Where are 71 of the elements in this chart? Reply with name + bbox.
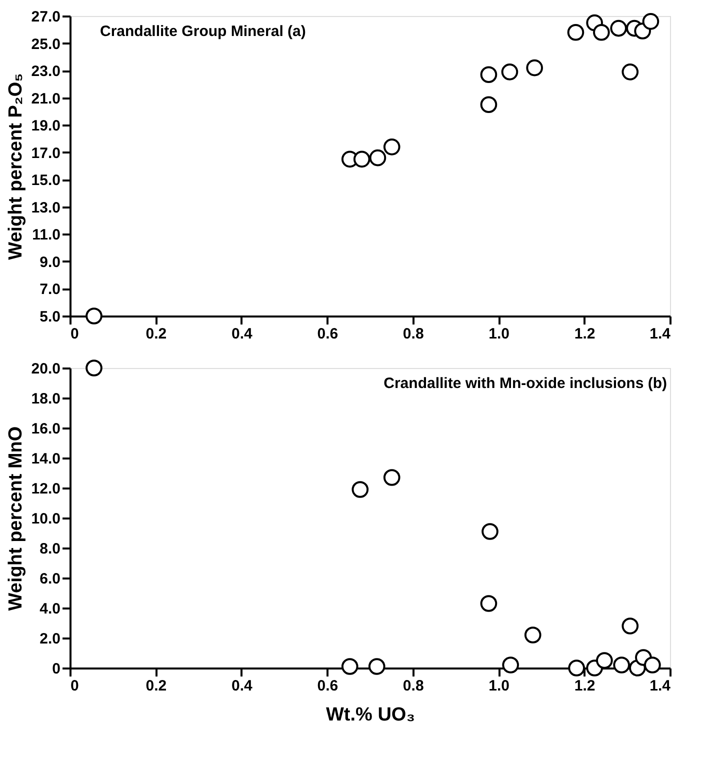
point	[622, 64, 639, 80]
y-tick-label: 12.0	[31, 480, 60, 498]
point	[642, 13, 660, 30]
point	[526, 59, 543, 76]
y-tick-label: 27.0	[31, 8, 60, 26]
chart-title: Crandallite with Mn-oxide inclusions (b)	[384, 375, 667, 392]
point	[501, 64, 518, 80]
y-tick-label: 6.0	[40, 570, 60, 588]
x-axis-title: Wt.% UO₃	[326, 704, 415, 726]
x-tick-label: 1.2	[574, 678, 596, 694]
point	[480, 595, 498, 612]
y-axis-title: Weight percent P₂O₅	[5, 73, 26, 260]
point	[353, 150, 370, 168]
x-tick-label: 0.8	[402, 678, 424, 694]
point	[368, 658, 386, 675]
point	[369, 149, 386, 166]
y-tick-label: 4.0	[40, 600, 60, 618]
x-tick-label: 0.6	[317, 326, 338, 342]
y-tick-label: 23.0	[31, 63, 60, 80]
x-tick-label: 0.4	[232, 326, 254, 342]
point	[383, 469, 400, 486]
y-tick-label: 9.0	[40, 254, 60, 271]
y-axis-title: Weight percent MnO	[5, 426, 26, 611]
y-tick-label: 11.0	[32, 226, 60, 244]
point	[341, 658, 358, 675]
y-tick-label: 14.0	[31, 450, 60, 468]
y-tick-label: 7.0	[40, 281, 60, 298]
point	[613, 656, 630, 674]
y-tick-label: 0	[52, 660, 60, 678]
x-tick-label: 0.2	[146, 326, 167, 342]
x-tick-label: 1.0	[488, 678, 510, 694]
point	[596, 652, 613, 669]
y-tick-label: 19.0	[31, 118, 60, 135]
x-tick-label: 1.4	[650, 326, 672, 342]
y-tick-label: 2.0	[40, 630, 60, 648]
point	[644, 656, 661, 674]
y-tick-label: 18.0	[31, 390, 60, 408]
x-tick-label: 1.0	[488, 326, 510, 342]
point	[352, 481, 369, 498]
y-tick-label: 21.0	[31, 90, 60, 108]
y-tick-label: 17.0	[31, 144, 60, 162]
point	[480, 66, 498, 84]
y-tick-label: 10.0	[31, 510, 60, 528]
point	[568, 660, 585, 676]
point	[610, 20, 627, 37]
point	[480, 96, 498, 114]
y-tick-label: 13.0	[31, 199, 60, 216]
x-tick-label: 0	[70, 678, 79, 694]
point	[524, 626, 542, 644]
x-tick-label: 0.8	[402, 326, 424, 342]
x-tick-label: 0.4	[232, 678, 254, 694]
chart-title: Crandallite Group Mineral (a)	[100, 23, 306, 40]
point	[86, 360, 102, 376]
x-tick-label: 0.2	[146, 678, 167, 694]
y-tick-label: 5.0	[40, 308, 60, 326]
x-tick-label: 1.2	[574, 326, 596, 342]
point	[593, 24, 610, 41]
x-tick-label: 0.6	[317, 678, 338, 694]
point	[482, 523, 498, 540]
point	[86, 308, 102, 324]
y-tick-label: 20.0	[31, 360, 60, 378]
point	[567, 24, 584, 41]
y-tick-label: 25.0	[31, 36, 60, 53]
y-tick-label: 8.0	[40, 540, 60, 558]
point	[502, 656, 519, 674]
y-tick-label: 15.0	[31, 172, 60, 190]
point	[383, 138, 400, 156]
point	[622, 618, 639, 634]
y-tick-label: 16.0	[31, 420, 60, 438]
x-tick-label: 1.4	[650, 678, 672, 694]
x-tick-label: 0	[70, 326, 79, 342]
